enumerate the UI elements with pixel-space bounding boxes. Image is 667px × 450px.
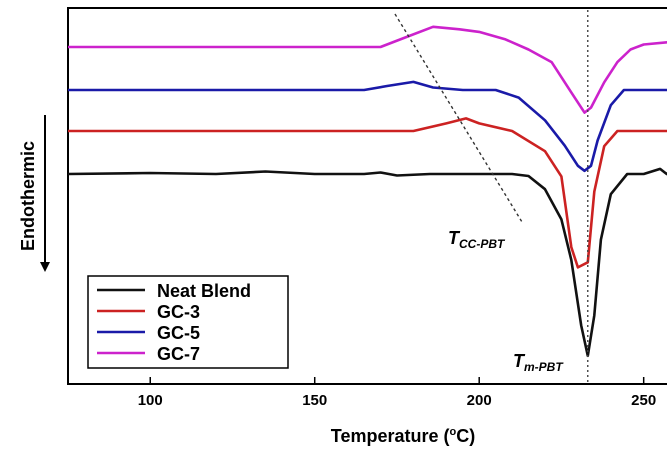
tcc-trend-line — [394, 13, 523, 223]
x-axis-ticks: 100 150 200 250 — [138, 377, 656, 409]
legend-label-gc-7: GC-7 — [157, 344, 200, 364]
plot-frame — [67, 7, 667, 385]
legend-box — [87, 275, 289, 369]
series-line-gc-3 — [68, 117, 667, 269]
legend-label-gc-3: GC-3 — [157, 302, 200, 322]
legend-label-gc-5: GC-5 — [157, 323, 200, 343]
tcc-annotation: TCC-PBT — [448, 228, 506, 251]
series-line-gc-5 — [68, 80, 667, 173]
series-line-neat-blend — [67, 167, 667, 358]
legend-label-neat-blend: Neat Blend — [157, 281, 251, 301]
x-tick-label: 250 — [631, 392, 656, 409]
x-tick-label: 150 — [302, 392, 327, 409]
y-axis-label: Endothermic — [18, 141, 38, 251]
x-tick-label: 200 — [467, 392, 492, 409]
legend: Neat Blend GC-3 GC-5 GC-7 — [87, 275, 289, 369]
tm-annotation: Tm-PBT — [513, 351, 564, 374]
x-axis-label: Temperature (oC) — [331, 426, 475, 446]
series-curves — [67, 25, 667, 358]
series-line-gc-7 — [68, 25, 667, 114]
x-tick-label: 100 — [138, 392, 163, 409]
y-axis-arrow — [40, 115, 50, 272]
